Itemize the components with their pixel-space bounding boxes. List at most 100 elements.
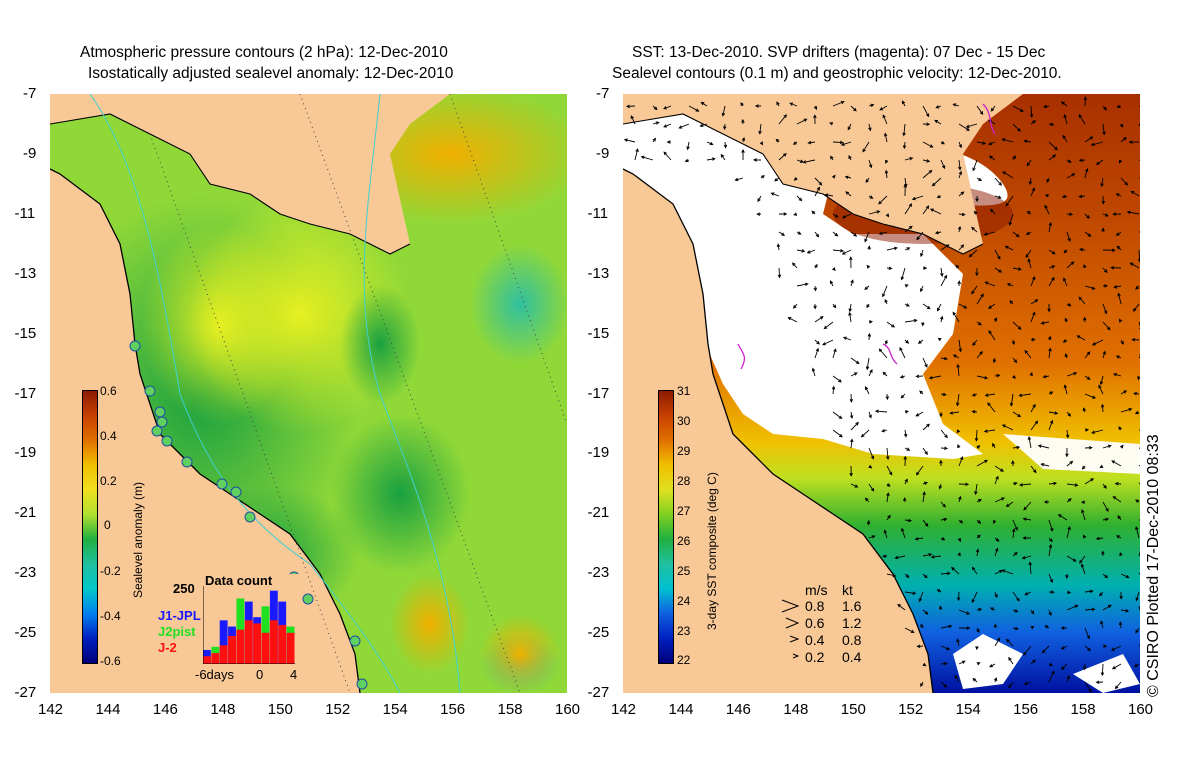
velocity-vector bbox=[994, 373, 1001, 378]
velocity-vector bbox=[720, 153, 726, 161]
velocity-vector bbox=[868, 369, 873, 377]
velocity-vector bbox=[850, 279, 854, 287]
velocity-vector bbox=[954, 674, 960, 683]
velocity-vector bbox=[874, 409, 888, 414]
velocity-vector bbox=[1043, 500, 1050, 504]
velocity-vector bbox=[791, 262, 798, 269]
right-colorbar-tick: 31 bbox=[677, 384, 691, 398]
velocity-vector bbox=[886, 492, 890, 503]
left-colorbar-tick: -0.6 bbox=[100, 654, 121, 668]
velocity-vector bbox=[990, 208, 996, 215]
velocity-vector bbox=[958, 303, 968, 309]
velocity-vector bbox=[1060, 101, 1068, 107]
velocity-vector bbox=[1030, 338, 1036, 342]
velocity-vector bbox=[1114, 681, 1122, 690]
velocity-vector bbox=[922, 662, 927, 667]
velocity-vector bbox=[1004, 245, 1014, 251]
velocity-vector bbox=[832, 375, 842, 383]
velocity-vector bbox=[1024, 349, 1032, 359]
velocity-vector bbox=[814, 177, 823, 186]
velocity-vector bbox=[1084, 446, 1093, 450]
velocity-vector bbox=[1012, 357, 1018, 364]
velocity-vector bbox=[922, 105, 930, 118]
velocity-vector bbox=[1030, 659, 1036, 665]
velocity-vector bbox=[1128, 140, 1140, 144]
velocity-vector bbox=[1001, 569, 1014, 575]
velocity-vector bbox=[1012, 155, 1016, 161]
velocity-vector bbox=[848, 155, 852, 161]
velocity-vector bbox=[1120, 390, 1128, 395]
x-tick-label: 156 bbox=[1013, 701, 1039, 718]
velocity-vector bbox=[1037, 444, 1050, 449]
speed-kt: 1.6 bbox=[842, 598, 862, 614]
velocity-vector bbox=[940, 681, 948, 688]
velocity-vector bbox=[940, 571, 951, 576]
velocity-vector bbox=[1066, 261, 1075, 269]
velocity-vector bbox=[1066, 159, 1072, 163]
velocity-vector bbox=[992, 442, 996, 449]
velocity-vector bbox=[868, 320, 874, 324]
velocity-vector bbox=[976, 519, 982, 524]
velocity-vector bbox=[1137, 375, 1140, 381]
velocity-vector bbox=[1041, 645, 1050, 654]
velocity-vector bbox=[1048, 265, 1056, 269]
velocity-vector bbox=[988, 141, 996, 146]
velocity-vector bbox=[1060, 663, 1068, 671]
velocity-vector bbox=[1120, 609, 1130, 613]
velocity-vector bbox=[994, 537, 1000, 542]
velocity-vector bbox=[1131, 337, 1140, 342]
y-tick-label: -27 bbox=[14, 684, 37, 701]
copyright-text: © CSIRO Plotted 17-Dec-2010 08:33 bbox=[1145, 434, 1162, 697]
velocity-vector bbox=[829, 280, 834, 287]
x-tick-label: 154 bbox=[955, 701, 981, 718]
x-tick-label: 156 bbox=[440, 701, 466, 718]
velocity-vector bbox=[1120, 407, 1133, 413]
left-title-line1: Atmospheric pressure contours (2 hPa): 1… bbox=[80, 44, 448, 61]
velocity-vector bbox=[882, 285, 888, 298]
velocity-vector bbox=[994, 637, 1001, 647]
velocity-vector bbox=[915, 465, 924, 476]
y-tick-label: -13 bbox=[587, 264, 610, 282]
velocity-vector bbox=[796, 195, 803, 202]
velocity-vector bbox=[1048, 391, 1054, 395]
velocity-vector bbox=[831, 385, 836, 395]
velocity-vector bbox=[1100, 403, 1105, 413]
velocity-vector bbox=[957, 537, 962, 543]
velocity-vector bbox=[1102, 483, 1107, 489]
velocity-vector bbox=[971, 566, 978, 575]
velocity-vector bbox=[865, 357, 870, 371]
velocity-vector bbox=[1005, 501, 1014, 508]
velocity-vector bbox=[1101, 195, 1106, 205]
velocity-vector bbox=[866, 264, 871, 269]
velocity-vector bbox=[992, 357, 997, 364]
x-tick-label: 158 bbox=[497, 701, 523, 718]
velocity-vector bbox=[862, 141, 870, 153]
data-count-bar-j2 bbox=[236, 629, 245, 664]
velocity-vector bbox=[922, 266, 928, 270]
velocity-vector bbox=[1009, 300, 1014, 305]
velocity-vector bbox=[1102, 501, 1109, 512]
velocity-vector bbox=[994, 591, 998, 599]
velocity-vector bbox=[1078, 114, 1086, 125]
velocity-vector bbox=[886, 266, 893, 270]
velocity-vector bbox=[1138, 605, 1140, 611]
velocity-vector bbox=[904, 247, 911, 251]
inset-x-label: 0 bbox=[256, 667, 264, 682]
velocity-vector bbox=[972, 677, 978, 683]
velocity-vector bbox=[936, 589, 942, 593]
velocity-vector bbox=[1023, 139, 1032, 143]
velocity-vector bbox=[900, 393, 906, 399]
velocity-vector bbox=[938, 483, 943, 490]
velocity-vector bbox=[1066, 372, 1078, 377]
velocity-vector bbox=[922, 205, 930, 215]
velocity-vector bbox=[976, 459, 989, 467]
velocity-vector bbox=[778, 212, 788, 216]
velocity-vector bbox=[878, 348, 888, 359]
velocity-vector bbox=[824, 193, 834, 197]
velocity-vector bbox=[955, 264, 960, 269]
velocity-vector bbox=[940, 624, 953, 629]
velocity-vector bbox=[866, 519, 871, 526]
right-colorbar bbox=[658, 390, 674, 664]
velocity-vector bbox=[1102, 303, 1108, 315]
velocity-vector bbox=[1048, 276, 1055, 287]
